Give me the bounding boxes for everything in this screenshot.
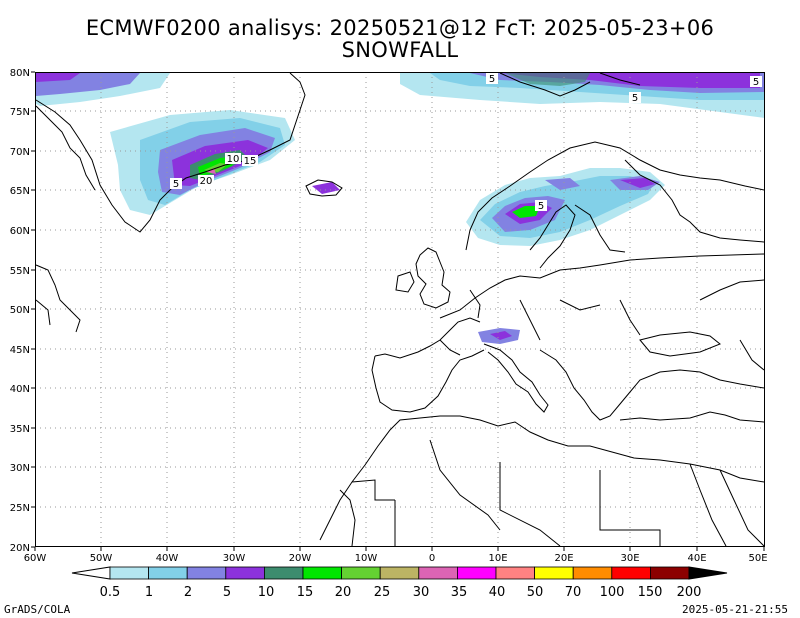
lon-label: 40W [156, 553, 179, 564]
colorbar-label: 200 [677, 585, 702, 600]
colorbar-swatch [534, 566, 574, 580]
lon-label: 30E [620, 553, 639, 564]
map-title: ECMWF0200 analisys: 20250521@12 FcT: 202… [85, 16, 715, 40]
map-frame [35, 72, 765, 547]
colorbar-swatch [302, 566, 342, 580]
lat-label: 40N [10, 384, 30, 395]
colorbar-label: 70 [565, 585, 582, 600]
lat-label: 35N [10, 424, 30, 435]
colorbar-swatch [495, 566, 535, 580]
latitude-labels: 80N 75N 70N 65N 60N 55N 50N 45N 40N 35N … [10, 68, 30, 554]
lon-label: 60W [24, 553, 47, 564]
snowfall-field [36, 73, 765, 344]
colorbar-label: 2 [184, 585, 192, 600]
colorbar-swatch [650, 566, 690, 580]
coastlines [35, 72, 765, 547]
colorbar [71, 566, 728, 580]
colorbar-swatch [148, 566, 188, 580]
colorbar-label: 30 [413, 585, 430, 600]
colorbar-label: 0.5 [100, 585, 121, 600]
colorbar-swatch [379, 566, 420, 580]
colorbar-label: 40 [489, 585, 506, 600]
contour-label: 5 [173, 179, 179, 190]
colorbar-swatch [572, 566, 613, 580]
graticule [35, 72, 764, 547]
colorbar-high-arrow [688, 566, 728, 580]
colorbar-labels: 0.5 1 2 5 10 15 20 25 30 35 40 50 70 100… [100, 585, 702, 600]
contour-labels: 5 5 5 10 15 20 5 5 [170, 73, 762, 212]
lat-label: 80N [10, 68, 30, 79]
colorbar-swatch [225, 566, 265, 580]
colorbar-label: 35 [451, 585, 468, 600]
lon-label: 0 [429, 553, 435, 564]
lat-label: 65N [10, 186, 30, 197]
colorbar-label: 25 [374, 585, 391, 600]
lat-label: 30N [10, 463, 30, 474]
lon-label: 20W [289, 553, 312, 564]
contour-label: 10 [227, 154, 240, 165]
contour-label: 5 [489, 74, 495, 85]
colorbar-low-arrow [71, 566, 111, 580]
lon-label: 10E [488, 553, 507, 564]
contour-label: 5 [753, 77, 759, 88]
lon-label: 40E [687, 553, 706, 564]
colorbar-label: 150 [638, 585, 663, 600]
colorbar-swatch [611, 566, 651, 580]
contour-label: 5 [632, 93, 638, 104]
colorbar-label: 1 [145, 585, 153, 600]
lat-label: 45N [10, 345, 30, 356]
colorbar-label: 10 [258, 585, 275, 600]
colorbar-swatch [263, 566, 304, 580]
lat-label: 60N [10, 226, 30, 237]
axis-ticks [31, 71, 765, 551]
colorbar-swatch [341, 566, 381, 580]
lon-label: 50E [748, 553, 767, 564]
colorbar-label: 100 [600, 585, 625, 600]
lat-label: 55N [10, 266, 30, 277]
colorbar-label: 5 [223, 585, 231, 600]
lon-label: 20E [554, 553, 573, 564]
colorbar-swatch [109, 566, 149, 580]
lat-label: 75N [10, 107, 30, 118]
contour-label: 20 [200, 176, 213, 187]
colorbar-label: 50 [527, 585, 544, 600]
contour-label: 5 [538, 201, 544, 212]
map-subtitle: SNOWFALL [341, 38, 459, 62]
contour-label: 15 [244, 156, 257, 167]
lat-label: 50N [10, 305, 30, 316]
colorbar-swatch [456, 566, 497, 580]
lat-label: 20N [10, 543, 30, 554]
footer-timestamp: 2025-05-21-21:55 [682, 603, 788, 616]
colorbar-label: 15 [297, 585, 314, 600]
footer-credit: GrADS/COLA [4, 603, 71, 616]
longitude-labels: 60W 50W 40W 30W 20W 10W 0 10E 20E 30E 40… [24, 553, 768, 564]
colorbar-label: 20 [335, 585, 352, 600]
lat-label: 70N [10, 147, 30, 158]
lon-label: 50W [90, 553, 113, 564]
lon-label: 30W [223, 553, 246, 564]
lon-label: 10W [355, 553, 378, 564]
colorbar-swatch [186, 566, 227, 580]
lat-label: 25N [10, 503, 30, 514]
colorbar-swatch [418, 566, 458, 580]
